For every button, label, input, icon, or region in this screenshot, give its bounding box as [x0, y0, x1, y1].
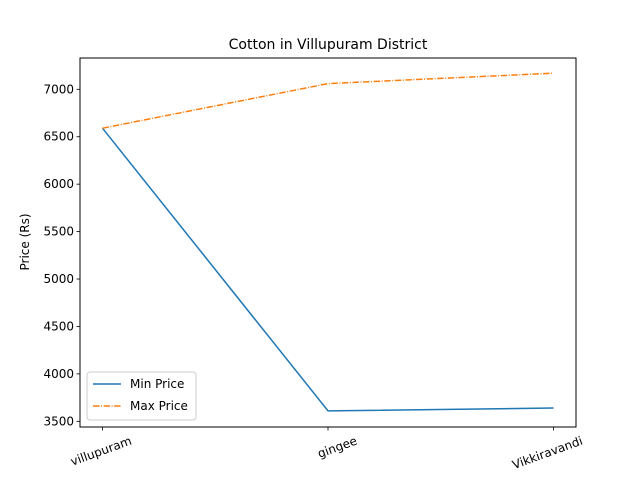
x-tick-label: Vikkiravandi — [510, 434, 584, 472]
y-tick-label: 5500 — [43, 225, 74, 239]
legend-label-min-price: Min Price — [130, 377, 184, 391]
plot-area — [80, 58, 576, 427]
y-axis-label: Price (Rs) — [18, 213, 32, 270]
series-line-min-price — [101, 127, 554, 412]
y-tick-label: 5000 — [43, 272, 74, 286]
y-tick-label: 3500 — [43, 414, 74, 428]
x-tick-label: gingee — [316, 434, 359, 461]
series-line-max-price — [102, 72, 554, 129]
series-layer — [101, 72, 554, 412]
y-tick-label: 7000 — [43, 82, 74, 96]
x-tick-label: villupuram — [69, 434, 134, 469]
y-tick-label: 6000 — [43, 177, 74, 191]
x-axis: villupuram gingee Vikkiravandi — [69, 427, 585, 472]
chart-title: Cotton in Villupuram District — [229, 37, 428, 53]
y-tick-label: 4500 — [43, 319, 74, 333]
y-tick-label: 4000 — [43, 367, 74, 381]
legend: Min Price Max Price — [86, 371, 197, 421]
y-tick-label: 6500 — [43, 130, 74, 144]
y-axis: 3500 4000 4500 5000 5500 6000 6500 7000 — [43, 82, 80, 428]
legend-label-max-price: Max Price — [130, 399, 188, 413]
